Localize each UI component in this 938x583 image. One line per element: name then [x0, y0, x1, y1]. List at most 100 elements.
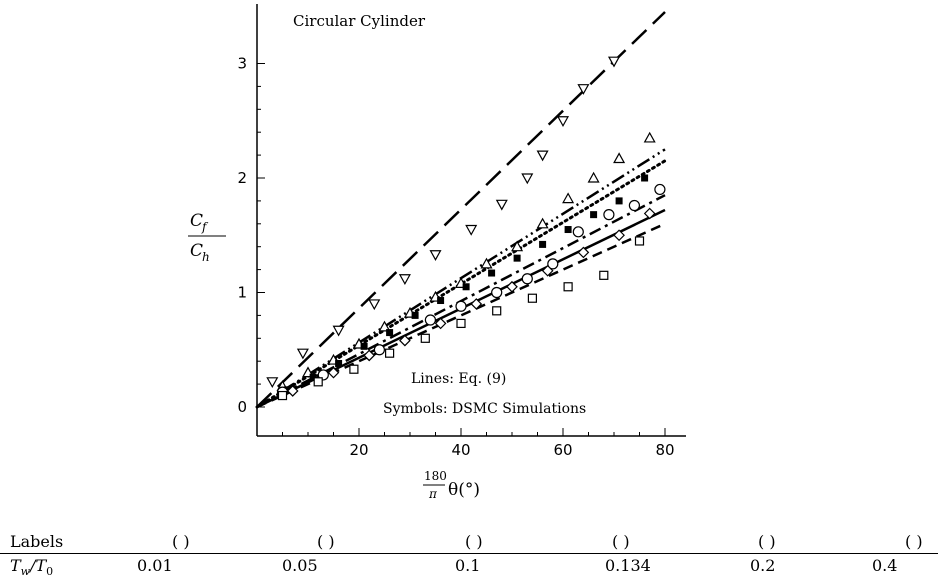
marker-triangle-down	[266, 377, 279, 389]
table-value-cell: 0.05	[282, 556, 318, 575]
marker-triangle-up	[536, 217, 549, 229]
marker-filled-square	[309, 373, 317, 381]
table-header-temperature: Tw/T0	[10, 556, 54, 579]
marker-triangle-up	[562, 192, 575, 204]
marker-diamond	[541, 264, 554, 277]
marker-square	[563, 282, 573, 292]
axes: 20 40 60 80 0 1 2 3	[237, 4, 686, 459]
x-label-var: θ(°)	[448, 480, 480, 500]
marker-triangle-down	[296, 348, 309, 360]
x-label-frac-den: π	[428, 487, 438, 501]
marker-triangle-down	[398, 274, 411, 285]
marker-filled-square	[513, 254, 521, 262]
x-tick-label: 20	[349, 441, 368, 459]
y-tick-label: 1	[237, 284, 247, 302]
y-tick-label: 2	[237, 169, 247, 187]
marker-triangle-down	[521, 173, 534, 185]
marker-diamond	[399, 334, 411, 347]
marker-triangle-down	[536, 150, 549, 162]
marker-circle	[521, 273, 533, 285]
annotation-lines: Lines: Eq. (9)	[411, 371, 506, 387]
marker-triangle-up	[643, 131, 656, 143]
marker-diamond	[286, 385, 299, 397]
table-value-cell: 0.4	[872, 556, 898, 575]
table-header-labels: Labels	[10, 532, 64, 551]
marker-triangle-down	[368, 299, 381, 311]
x-tick-label: 40	[451, 441, 470, 459]
marker-filled-square	[411, 311, 419, 319]
table-value-cell: 0.2	[750, 556, 776, 575]
fit-lines	[255, 11, 667, 409]
legend-table: Labels ( ) ( ) ( ) ( ) ( ) ( ) Tw/T0 0.0…	[0, 530, 938, 578]
chart-title: Circular Cylinder	[293, 12, 426, 30]
marker-triangle-down	[577, 84, 590, 95]
table-label-cell: ( )	[758, 532, 776, 551]
x-tick-label: 60	[553, 441, 572, 459]
table-value-cell: 0.01	[137, 556, 173, 575]
y-label-numerator-sub: f	[201, 220, 209, 234]
marker-diamond	[434, 317, 447, 330]
marker-triangle-down	[429, 250, 442, 261]
marker-filled-square	[590, 211, 598, 219]
marker-filled-square	[360, 342, 368, 350]
marker-diamond	[643, 207, 656, 220]
marker-filled-square	[335, 359, 343, 367]
marker-filled-square	[386, 329, 394, 337]
marker-diamond	[470, 298, 483, 310]
marker-square	[277, 390, 288, 401]
table-value-cell: 0.1	[455, 556, 481, 575]
table-label-cell: ( )	[317, 532, 335, 551]
marker-triangle-down	[465, 224, 478, 236]
marker-diamond	[577, 246, 590, 259]
marker-triangle-up	[587, 171, 600, 183]
marker-circle	[491, 286, 503, 299]
marker-diamond	[327, 366, 340, 379]
fit-line-square	[256, 222, 666, 409]
marker-circle	[373, 344, 385, 356]
marker-triangle-down	[556, 116, 570, 127]
marker-filled-square	[488, 269, 496, 277]
data-markers	[266, 56, 666, 401]
table-label-cell: ( )	[905, 532, 923, 551]
marker-circle	[455, 300, 467, 312]
marker-triangle-up	[613, 152, 626, 164]
fit-line-filled-square	[255, 159, 667, 409]
table-label-cell: ( )	[465, 532, 483, 551]
marker-diamond	[506, 280, 518, 293]
marker-filled-square	[462, 283, 470, 291]
y-axis-label: C f C h	[188, 211, 226, 264]
marker-square	[456, 318, 466, 329]
marker-square	[634, 236, 645, 246]
marker-filled-square	[539, 240, 547, 248]
chart: 20 40 60 80 0 1 2 3 Circular Cylinder Lines: Eq…	[188, 4, 686, 501]
marker-square	[385, 348, 395, 358]
marker-triangle-down	[332, 325, 345, 337]
marker-filled-square	[437, 297, 445, 305]
marker-square	[313, 377, 323, 387]
marker-triangle-up	[511, 240, 524, 252]
y-label-denominator: C	[190, 241, 203, 261]
table-row-labels: Labels ( ) ( ) ( ) ( ) ( ) ( )	[0, 530, 938, 554]
table-rule	[0, 553, 938, 554]
marker-square	[492, 306, 502, 316]
marker-circle	[424, 314, 436, 326]
y-label-numerator: C	[190, 211, 203, 231]
marker-circle	[628, 199, 641, 212]
marker-triangle-up	[378, 320, 391, 332]
marker-circle	[654, 183, 666, 196]
marker-square	[420, 333, 430, 343]
table-label-cell: ( )	[172, 532, 190, 551]
marker-filled-square	[615, 197, 623, 205]
marker-filled-square	[564, 226, 572, 234]
annotation-symbols: Symbols: DSMC Simulations	[383, 401, 586, 417]
marker-square	[599, 270, 609, 280]
marker-triangle-down	[607, 56, 621, 68]
fit-line-triangle-down	[256, 11, 666, 408]
marker-diamond	[613, 229, 625, 242]
marker-circle	[547, 258, 559, 270]
marker-triangle-up	[480, 257, 493, 269]
marker-square	[349, 364, 359, 374]
x-axis-label: 180 π θ(°)	[423, 469, 480, 501]
y-tick-label: 3	[237, 55, 247, 73]
marker-diamond	[363, 349, 376, 362]
